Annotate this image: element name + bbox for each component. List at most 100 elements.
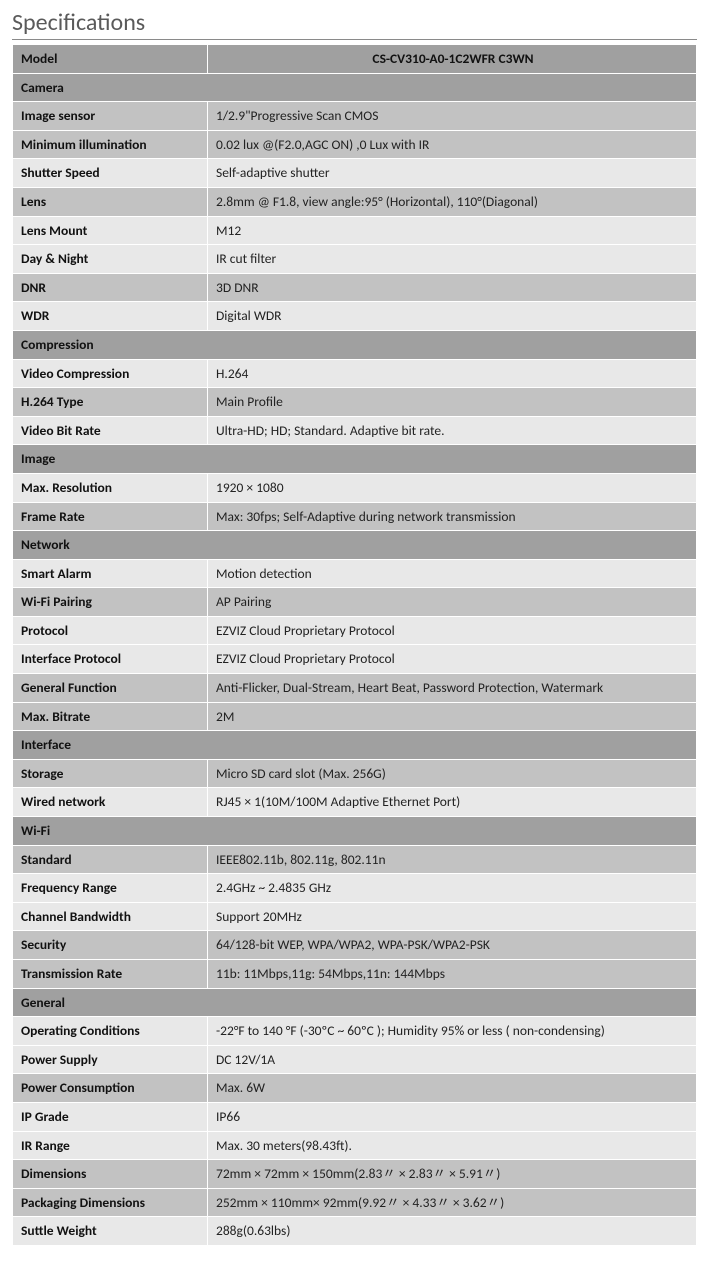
- page-title: Specifications: [12, 8, 697, 40]
- row-label: Protocol: [13, 616, 208, 645]
- table-row: Channel BandwidthSupport 20MHz: [13, 902, 697, 931]
- table-row: Power ConsumptionMax. 6W: [13, 1074, 697, 1103]
- row-value: Motion detection: [208, 559, 697, 588]
- row-value: Max. 6W: [208, 1074, 697, 1103]
- table-row: StorageMicro SD card slot (Max. 256G): [13, 759, 697, 788]
- row-label: Interface Protocol: [13, 645, 208, 674]
- row-label: Smart Alarm: [13, 559, 208, 588]
- row-value: Anti-Flicker, Dual-Stream, Heart Beat, P…: [208, 674, 697, 703]
- row-value: Max. 30 meters(98.43ft).: [208, 1131, 697, 1160]
- row-label: Image sensor: [13, 102, 208, 131]
- row-value: Self-adaptive shutter: [208, 159, 697, 188]
- section-row: Network: [13, 531, 697, 560]
- table-row: WDRDigital WDR: [13, 302, 697, 331]
- row-value: Support 20MHz: [208, 902, 697, 931]
- spec-table: Model CS-CV310-A0-1C2WFR C3WN CameraImag…: [12, 44, 697, 1246]
- table-row: Image sensor1/2.9"Progressive Scan CMOS: [13, 102, 697, 131]
- table-row: H.264 TypeMain Profile: [13, 388, 697, 417]
- table-row: Wi-Fi PairingAP Pairing: [13, 588, 697, 617]
- row-value: IR cut filter: [208, 245, 697, 274]
- section-title: Network: [13, 531, 697, 560]
- table-row: Video Bit RateUltra-HD; HD; Standard. Ad…: [13, 416, 697, 445]
- row-label: H.264 Type: [13, 388, 208, 417]
- row-value: 252mm × 110mm× 92mm(9.92〃 × 4.33〃 × 3.62…: [208, 1188, 697, 1217]
- row-label: WDR: [13, 302, 208, 331]
- row-value: 2.8mm @ F1.8, view angle:95° (Horizontal…: [208, 187, 697, 216]
- row-value: AP Pairing: [208, 588, 697, 617]
- table-row: Frequency Range2.4GHz ~ 2.4835 GHz: [13, 874, 697, 903]
- table-row: ProtocolEZVIZ Cloud Proprietary Protocol: [13, 616, 697, 645]
- table-row: Max. Resolution1920 × 1080: [13, 473, 697, 502]
- row-label: Wired network: [13, 788, 208, 817]
- table-row: Max. Bitrate2M: [13, 702, 697, 731]
- row-label: Lens: [13, 187, 208, 216]
- row-value: IEEE802.11b, 802.11g, 802.11n: [208, 845, 697, 874]
- row-label: Video Bit Rate: [13, 416, 208, 445]
- row-value: H.264: [208, 359, 697, 388]
- row-value: 0.02 lux @(F2.0,AGC ON) ,0 Lux with IR: [208, 130, 697, 159]
- row-label: Transmission Rate: [13, 960, 208, 989]
- table-row: Security64/128-bit WEP, WPA/WPA2, WPA-PS…: [13, 931, 697, 960]
- section-title: Camera: [13, 73, 697, 102]
- section-row: Interface: [13, 731, 697, 760]
- row-label: IR Range: [13, 1131, 208, 1160]
- row-value: 11b: 11Mbps,11g: 54Mbps,11n: 144Mbps: [208, 960, 697, 989]
- row-label: Frequency Range: [13, 874, 208, 903]
- row-value: 3D DNR: [208, 273, 697, 302]
- row-value: Main Profile: [208, 388, 697, 417]
- table-row: Wired networkRJ45 × 1(10M/100M Adaptive …: [13, 788, 697, 817]
- table-row: StandardIEEE802.11b, 802.11g, 802.11n: [13, 845, 697, 874]
- row-value: 2M: [208, 702, 697, 731]
- table-row: Smart AlarmMotion detection: [13, 559, 697, 588]
- row-value: 72mm × 72mm × 150mm(2.83〃 × 2.83〃 × 5.91…: [208, 1160, 697, 1189]
- row-label: Packaging Dimensions: [13, 1188, 208, 1217]
- table-row: Interface ProtocolEZVIZ Cloud Proprietar…: [13, 645, 697, 674]
- row-value: EZVIZ Cloud Proprietary Protocol: [208, 616, 697, 645]
- row-label: IP Grade: [13, 1102, 208, 1131]
- table-row: Lens MountM12: [13, 216, 697, 245]
- model-label: Model: [13, 45, 208, 74]
- table-row: Shutter SpeedSelf-adaptive shutter: [13, 159, 697, 188]
- row-value: 64/128-bit WEP, WPA/WPA2, WPA-PSK/WPA2-P…: [208, 931, 697, 960]
- section-title: Wi-Fi: [13, 817, 697, 846]
- row-value: DC 12V/1A: [208, 1045, 697, 1074]
- section-row: General: [13, 988, 697, 1017]
- row-label: General Function: [13, 674, 208, 703]
- section-title: Compression: [13, 330, 697, 359]
- row-value: Micro SD card slot (Max. 256G): [208, 759, 697, 788]
- table-row: General FunctionAnti-Flicker, Dual-Strea…: [13, 674, 697, 703]
- section-row: Camera: [13, 73, 697, 102]
- table-row: DNR3D DNR: [13, 273, 697, 302]
- table-row: Operating Conditions-22°F to 140 °F (-30…: [13, 1017, 697, 1046]
- row-label: Storage: [13, 759, 208, 788]
- section-title: Image: [13, 445, 697, 474]
- row-label: Shutter Speed: [13, 159, 208, 188]
- row-label: Channel Bandwidth: [13, 902, 208, 931]
- row-value: 1/2.9"Progressive Scan CMOS: [208, 102, 697, 131]
- spec-table-body: Model CS-CV310-A0-1C2WFR C3WN CameraImag…: [13, 45, 697, 1246]
- table-row: Power SupplyDC 12V/1A: [13, 1045, 697, 1074]
- row-value: 1920 × 1080: [208, 473, 697, 502]
- row-value: 288g(0.63lbs): [208, 1217, 697, 1246]
- table-row: Suttle Weight288g(0.63lbs): [13, 1217, 697, 1246]
- row-label: Standard: [13, 845, 208, 874]
- row-value: Max: 30fps; Self-Adaptive during network…: [208, 502, 697, 531]
- row-label: Wi-Fi Pairing: [13, 588, 208, 617]
- row-label: Lens Mount: [13, 216, 208, 245]
- table-row: Packaging Dimensions252mm × 110mm× 92mm(…: [13, 1188, 697, 1217]
- model-value: CS-CV310-A0-1C2WFR C3WN: [208, 45, 697, 74]
- section-title: Interface: [13, 731, 697, 760]
- row-label: Suttle Weight: [13, 1217, 208, 1246]
- table-row: IP GradeIP66: [13, 1102, 697, 1131]
- row-value: M12: [208, 216, 697, 245]
- model-row: Model CS-CV310-A0-1C2WFR C3WN: [13, 45, 697, 74]
- row-value: EZVIZ Cloud Proprietary Protocol: [208, 645, 697, 674]
- row-label: DNR: [13, 273, 208, 302]
- row-label: Max. Resolution: [13, 473, 208, 502]
- row-value: -22°F to 140 °F (-30ºC ~ 60ºC ); Humidit…: [208, 1017, 697, 1046]
- spec-page: Specifications Model CS-CV310-A0-1C2WFR …: [0, 0, 709, 1266]
- row-label: Power Supply: [13, 1045, 208, 1074]
- table-row: IR RangeMax. 30 meters(98.43ft).: [13, 1131, 697, 1160]
- table-row: Minimum illumination0.02 lux @(F2.0,AGC …: [13, 130, 697, 159]
- row-label: Minimum illumination: [13, 130, 208, 159]
